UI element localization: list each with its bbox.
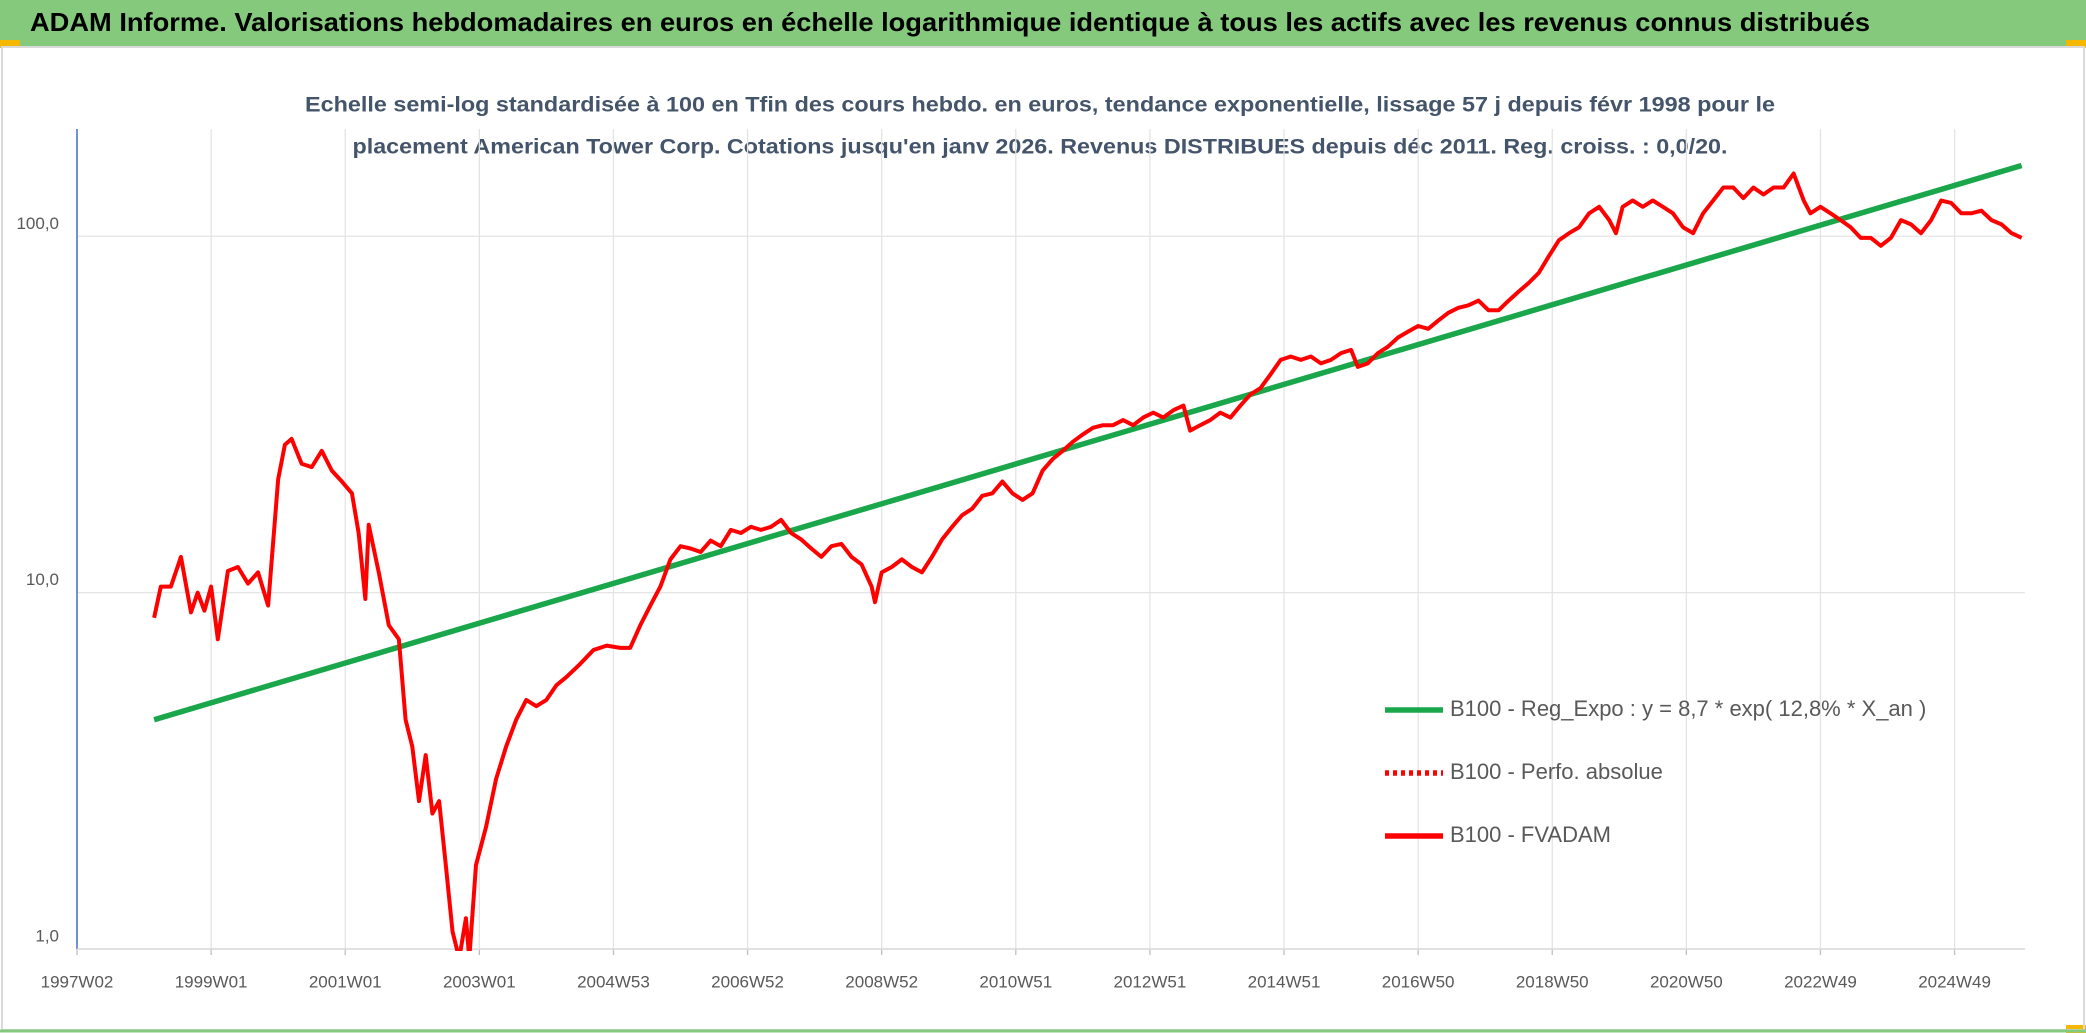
corner-mark [2066,40,2086,48]
x-tick-label: 2022W49 [1784,972,1857,991]
y-tick-label: 10,0 [26,570,59,589]
x-tick-label: 2003W01 [443,972,516,991]
legend-label: B100 - Reg_Expo : y = 8,7 * exp( 12,8% *… [1450,696,1926,721]
x-tick-label: 2012W51 [1114,972,1187,991]
chart-title: ADAM Informe. Valorisations hebdomadaire… [30,7,1870,37]
x-tick-label: 2008W52 [845,972,918,991]
legend-label: B100 - Perfo. absolue [1450,759,1663,784]
x-tick-label: 1999W01 [175,972,248,991]
x-tick-label: 2014W51 [1248,972,1321,991]
chart-subtitle: placement American Tower Corp. Cotations… [353,136,1728,159]
chart-subtitle: Echelle semi-log standardisée à 100 en T… [305,94,1775,117]
x-tick-label: 1997W02 [41,972,114,991]
x-tick-label: 2024W49 [1918,972,1991,991]
x-tick-label: 2006W52 [711,972,784,991]
x-tick-label: 2004W53 [577,972,650,991]
header-band [0,0,2086,46]
y-tick-label: 100,0 [16,214,59,233]
x-tick-label: 2010W51 [979,972,1052,991]
x-tick-label: 2018W50 [1516,972,1589,991]
y-tick-label: 1,0 [35,926,59,945]
corner-mark [0,40,20,48]
data-line [152,171,2023,951]
legend-label: B100 - FVADAM [1450,822,1611,847]
x-tick-label: 2016W50 [1382,972,1455,991]
x-tick-label: 2001W01 [309,972,382,991]
x-tick-label: 2020W50 [1650,972,1723,991]
data-line [153,162,2023,723]
plot-area [152,162,2023,951]
